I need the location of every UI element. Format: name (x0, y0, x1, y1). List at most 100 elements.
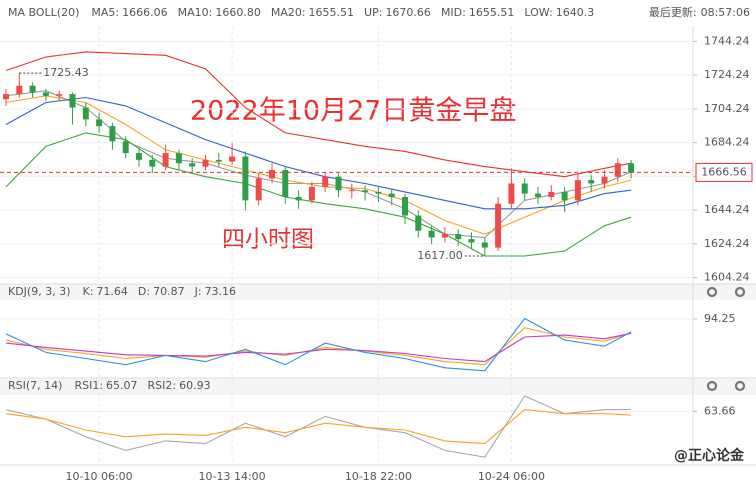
candle-body (189, 163, 196, 167)
settings-icon[interactable] (706, 380, 718, 392)
candle-body (242, 156, 249, 201)
candle-body (455, 234, 462, 240)
close-icon[interactable] (734, 286, 746, 298)
candle-body (561, 191, 568, 201)
candle-body (508, 183, 515, 204)
candle-body (29, 85, 36, 93)
y-tick-label: 1624.24 (704, 237, 750, 250)
candle-body (16, 85, 23, 95)
update-time: 08:57:06 (701, 6, 750, 19)
candle-body (588, 180, 595, 184)
legend-entry: RSI2: (148, 379, 177, 392)
y-tick-label: 1644.24 (704, 203, 750, 216)
close-icon[interactable] (734, 380, 746, 392)
x-tick-label: 10-24 06:00 (478, 470, 545, 483)
series-line (5, 332, 632, 363)
legend-entry: 60.93 (179, 379, 211, 392)
update-label: 最后更新: (649, 5, 697, 19)
candle-body (308, 186, 315, 201)
candle-body (628, 163, 635, 173)
candle-body (468, 239, 475, 243)
legend-entry: RSI(7, 14) (8, 379, 62, 392)
candle-body (3, 94, 9, 100)
candle-body (481, 242, 488, 248)
candle-body (82, 107, 89, 120)
candle-body (162, 153, 169, 167)
candle-body (375, 191, 382, 194)
gear[interactable] (734, 286, 746, 298)
y-tick-label: 63.66 (704, 404, 736, 417)
series-line (5, 327, 632, 366)
candle-body (335, 176, 342, 191)
y-tick-label: 1684.24 (704, 136, 750, 149)
candle-body (574, 180, 581, 201)
candle-body (255, 178, 262, 201)
legend-entry: 1655.51 (469, 6, 515, 19)
x-tick-label: 10-10 06:00 (66, 470, 133, 483)
y-tick-label: 1724.24 (704, 68, 750, 81)
legend-entry: MA10: (178, 6, 213, 19)
candle-body (42, 92, 49, 96)
series-line (5, 409, 632, 445)
legend-entry: J: (194, 285, 202, 298)
legend-entry: 65.07 (106, 379, 138, 392)
legend-entry: K: (83, 285, 94, 298)
legend-entry: KDJ(9, 3, 3) (8, 285, 71, 298)
candle-body (122, 141, 129, 154)
last-price-box (695, 162, 753, 182)
candle-body (535, 193, 541, 197)
legend-entry: 1670.66 (385, 6, 431, 19)
y-tick-label: 94.25 (704, 312, 736, 325)
y-tick-label: 1704.24 (704, 102, 750, 115)
gear[interactable] (706, 380, 718, 392)
series-line (5, 395, 632, 458)
annotation: 四小时图 (222, 227, 314, 253)
candle-body (601, 176, 608, 184)
candle-body (215, 159, 222, 162)
x-tick-label: 10-18 22:00 (345, 470, 412, 483)
candle-body (175, 153, 182, 164)
gear[interactable] (706, 286, 718, 298)
settings-icon[interactable] (706, 286, 718, 298)
min-label: 1617.00 (417, 249, 463, 262)
candle-body (388, 193, 395, 197)
last-price-label: 1666.56 (701, 165, 747, 178)
x-tick-label: 10-13 14:00 (199, 470, 266, 483)
candle-body (441, 234, 448, 238)
series-line (5, 317, 632, 372)
candle-body (322, 176, 329, 187)
candle-body (402, 196, 408, 216)
candle-body (495, 203, 502, 248)
legend-entry: MA BOLL(20) (8, 6, 79, 19)
legend-entry: UP: (364, 6, 382, 19)
legend-entry: MA20: (271, 6, 306, 19)
candle-body (614, 163, 621, 177)
legend-entry: 1666.06 (122, 6, 168, 19)
legend-entry: 71.64 (96, 285, 128, 298)
candle-body (415, 215, 422, 231)
candle-body (69, 94, 76, 108)
legend-entry: MA5: (91, 6, 119, 19)
gear[interactable] (734, 380, 746, 392)
update-bg (628, 2, 752, 24)
legend-entry: 70.87 (153, 285, 185, 298)
candle-body (428, 230, 435, 238)
candle-body (269, 169, 275, 179)
legend-entry: D: (138, 285, 150, 298)
candle-body (548, 191, 555, 197)
legend-entry: LOW: (524, 6, 552, 19)
legend-entry: 1640.3 (556, 6, 595, 19)
candle-body (149, 159, 156, 167)
annotation: 2022年10月27日黄金早盘 (190, 96, 516, 127)
candle-body (136, 153, 142, 160)
candle-body (56, 94, 63, 96)
candle-body (362, 190, 369, 192)
candle-body (96, 119, 103, 127)
legend-entry: RSI1: (74, 379, 103, 392)
candle-body (282, 169, 289, 197)
candle-body (109, 126, 116, 142)
legend-entry: 1655.51 (309, 6, 355, 19)
candle-body (348, 190, 355, 192)
max-label: 1725.43 (43, 66, 89, 79)
y-tick-label: 1604.24 (704, 271, 750, 284)
